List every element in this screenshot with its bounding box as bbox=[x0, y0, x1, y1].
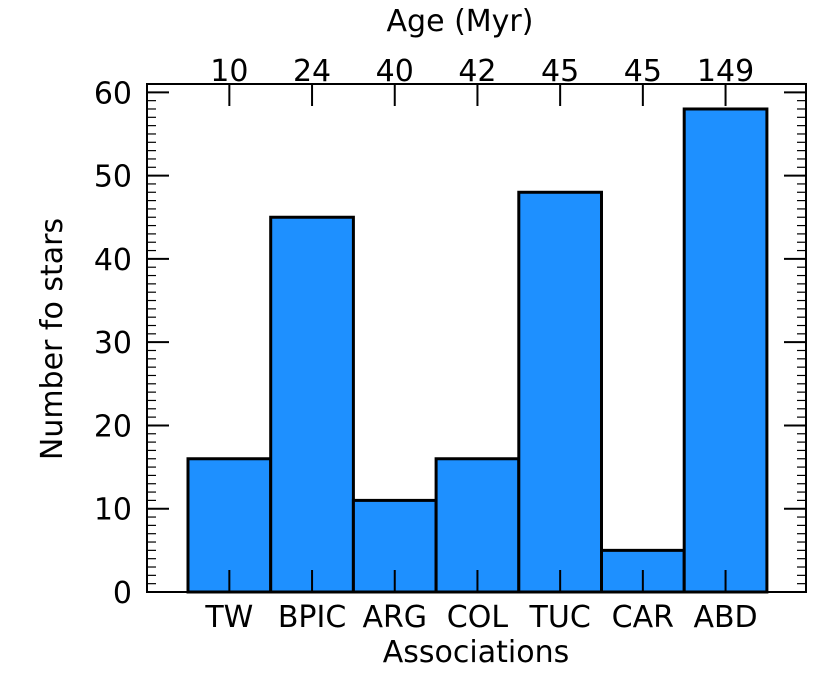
x-tick-label: CAR bbox=[612, 600, 674, 635]
x-tick-labels: TW BPIC ARG COL TUC CAR ABD bbox=[204, 600, 757, 635]
top-tick-label: 45 bbox=[541, 54, 579, 89]
x-tick-label: TUC bbox=[529, 600, 591, 635]
x-tick-label: TW bbox=[204, 600, 253, 635]
bar-abd bbox=[682, 107, 769, 594]
top-tick-label: 45 bbox=[624, 54, 662, 89]
x-axis-title: Associations bbox=[383, 635, 569, 670]
x-tick-label: COL bbox=[447, 600, 509, 635]
plot-frame bbox=[146, 83, 807, 593]
bar-tw bbox=[186, 457, 273, 594]
y-tick-label: 40 bbox=[94, 243, 132, 278]
y-axis-title: Number fo stars bbox=[35, 218, 70, 460]
bars-group bbox=[186, 107, 769, 594]
bar-tuc bbox=[517, 190, 603, 594]
top-tick-label: 24 bbox=[293, 54, 331, 89]
top-tick-label: 149 bbox=[697, 54, 754, 89]
y-tick-label: 0 bbox=[113, 576, 132, 611]
x-tick-label: BPIC bbox=[278, 600, 346, 635]
top-axis-title: Age (Myr) bbox=[387, 4, 534, 39]
top-tick-label: 10 bbox=[210, 54, 248, 89]
top-tick-label: 40 bbox=[376, 54, 414, 89]
top-tick-labels: 10 24 40 42 45 45 149 bbox=[210, 54, 754, 89]
bar-bpic bbox=[269, 215, 355, 594]
y-tick-label: 30 bbox=[94, 326, 132, 361]
y-tick-label: 50 bbox=[94, 160, 132, 195]
y-tick-labels: 0 10 20 30 40 50 60 bbox=[94, 76, 132, 611]
x-tick-label: ABD bbox=[693, 600, 757, 635]
y-tick-label: 10 bbox=[94, 493, 132, 528]
y-tick-label: 60 bbox=[94, 76, 132, 111]
x-tick-label: ARG bbox=[362, 600, 427, 635]
y-tick-label: 20 bbox=[94, 409, 132, 444]
top-tick-label: 42 bbox=[458, 54, 496, 89]
